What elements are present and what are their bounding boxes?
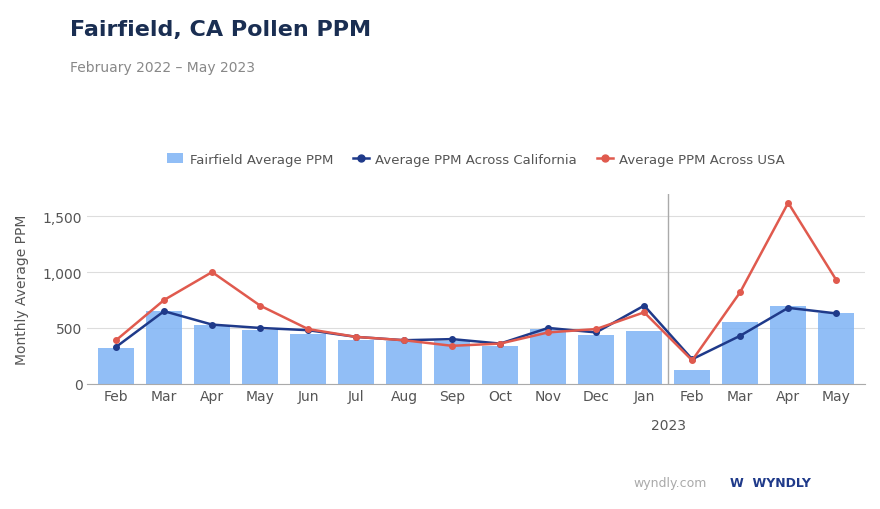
- Bar: [627, 332, 662, 384]
- Bar: [722, 322, 759, 384]
- Bar: [770, 306, 806, 384]
- Bar: [242, 330, 278, 384]
- Bar: [434, 342, 470, 384]
- Y-axis label: Monthly Average PPM: Monthly Average PPM: [15, 214, 29, 364]
- Text: W  WYNDLY: W WYNDLY: [730, 476, 811, 489]
- Bar: [194, 325, 230, 384]
- Text: Fairfield, CA Pollen PPM: Fairfield, CA Pollen PPM: [70, 20, 371, 40]
- Bar: [482, 346, 518, 384]
- Text: February 2022 – May 2023: February 2022 – May 2023: [70, 61, 255, 75]
- Bar: [530, 329, 566, 384]
- Bar: [146, 312, 182, 384]
- Bar: [290, 334, 326, 384]
- Bar: [386, 342, 422, 384]
- Text: wyndly.com: wyndly.com: [634, 476, 707, 489]
- Bar: [578, 335, 614, 384]
- Legend: Fairfield Average PPM, Average PPM Across California, Average PPM Across USA: Fairfield Average PPM, Average PPM Acros…: [162, 148, 790, 172]
- Text: 2023: 2023: [650, 418, 686, 432]
- Bar: [818, 313, 854, 384]
- Bar: [98, 348, 134, 384]
- Bar: [674, 371, 710, 384]
- Bar: [338, 341, 374, 384]
